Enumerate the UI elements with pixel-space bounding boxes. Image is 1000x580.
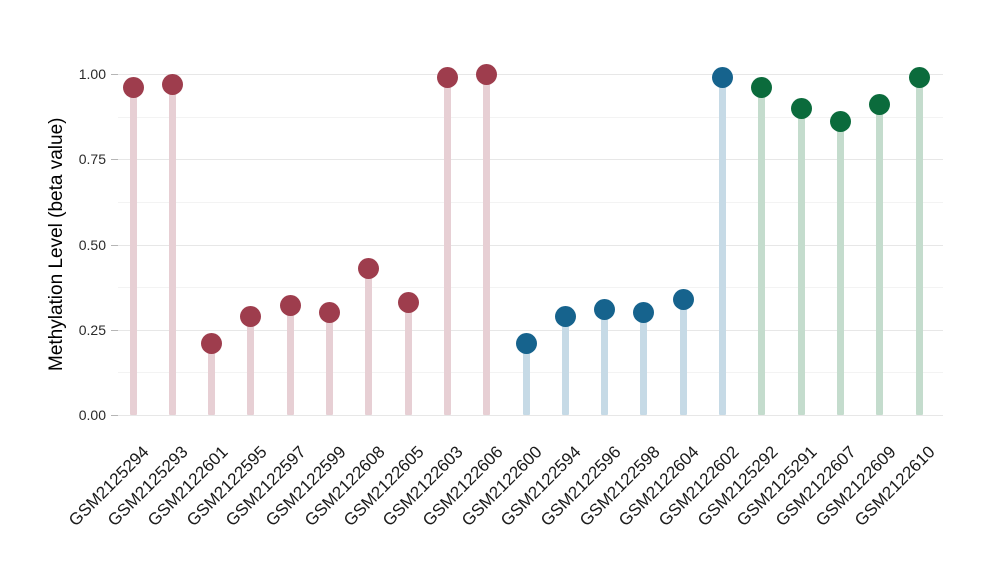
data-point [122,77,144,99]
lollipop-stem [836,121,844,415]
major-gridline [118,415,943,416]
y-tick-label: 0.75 [78,151,106,168]
lollipop-stem [915,77,923,415]
data-point [436,66,458,88]
data-point [240,305,262,327]
minor-gridline [118,116,943,118]
lollipop-stem [522,343,530,415]
lollipop-stem [601,309,609,415]
lollipop-stem [561,316,569,415]
y-axis-tick [111,329,118,331]
data-point [358,257,380,279]
data-point [672,288,694,310]
data-point [161,73,183,95]
data-point [633,302,655,324]
data-point [790,97,812,119]
lollipop-stem [365,268,373,415]
lollipop-stem [443,77,451,415]
y-axis-tick [111,74,118,75]
lollipop-stem [640,312,648,415]
lollipop-stem [758,87,766,415]
lollipop-stem [876,104,884,415]
data-point [476,63,498,85]
data-point [751,77,773,99]
lollipop-stem [286,305,294,415]
plot-area [118,40,943,416]
lollipop-stem [719,77,726,415]
data-point [279,295,301,317]
major-gridline [118,329,943,331]
lollipop-stem [679,299,687,415]
lollipop-stem [404,302,412,415]
y-axis-tick [111,159,118,161]
y-axis-tick [111,415,118,416]
data-point [908,66,930,88]
major-gridline [118,244,943,246]
data-point [515,332,537,354]
data-point [554,305,576,327]
data-point [869,94,891,116]
data-point [712,66,733,88]
major-gridline [118,159,943,161]
y-axis-tick [111,244,118,246]
minor-gridline [118,287,943,289]
lollipop-stem [208,343,216,415]
data-point [319,302,340,324]
lollipop-stem [168,84,176,415]
y-tick-label: 0.50 [78,236,106,253]
y-tick-label: 1.00 [78,66,106,82]
data-point [397,292,419,313]
lollipop-stem [247,316,255,415]
lollipop-stem [483,74,491,415]
minor-gridline [118,372,943,374]
data-point [829,111,851,133]
data-point [594,298,616,320]
y-tick-label: 0.25 [78,321,106,338]
lollipop-stem [797,108,805,415]
lollipop-stem [326,312,333,415]
major-gridline [118,74,943,75]
y-tick-label: 0.00 [78,407,106,423]
minor-gridline [118,201,943,203]
data-point [201,332,223,354]
lollipop-stem [129,87,137,415]
